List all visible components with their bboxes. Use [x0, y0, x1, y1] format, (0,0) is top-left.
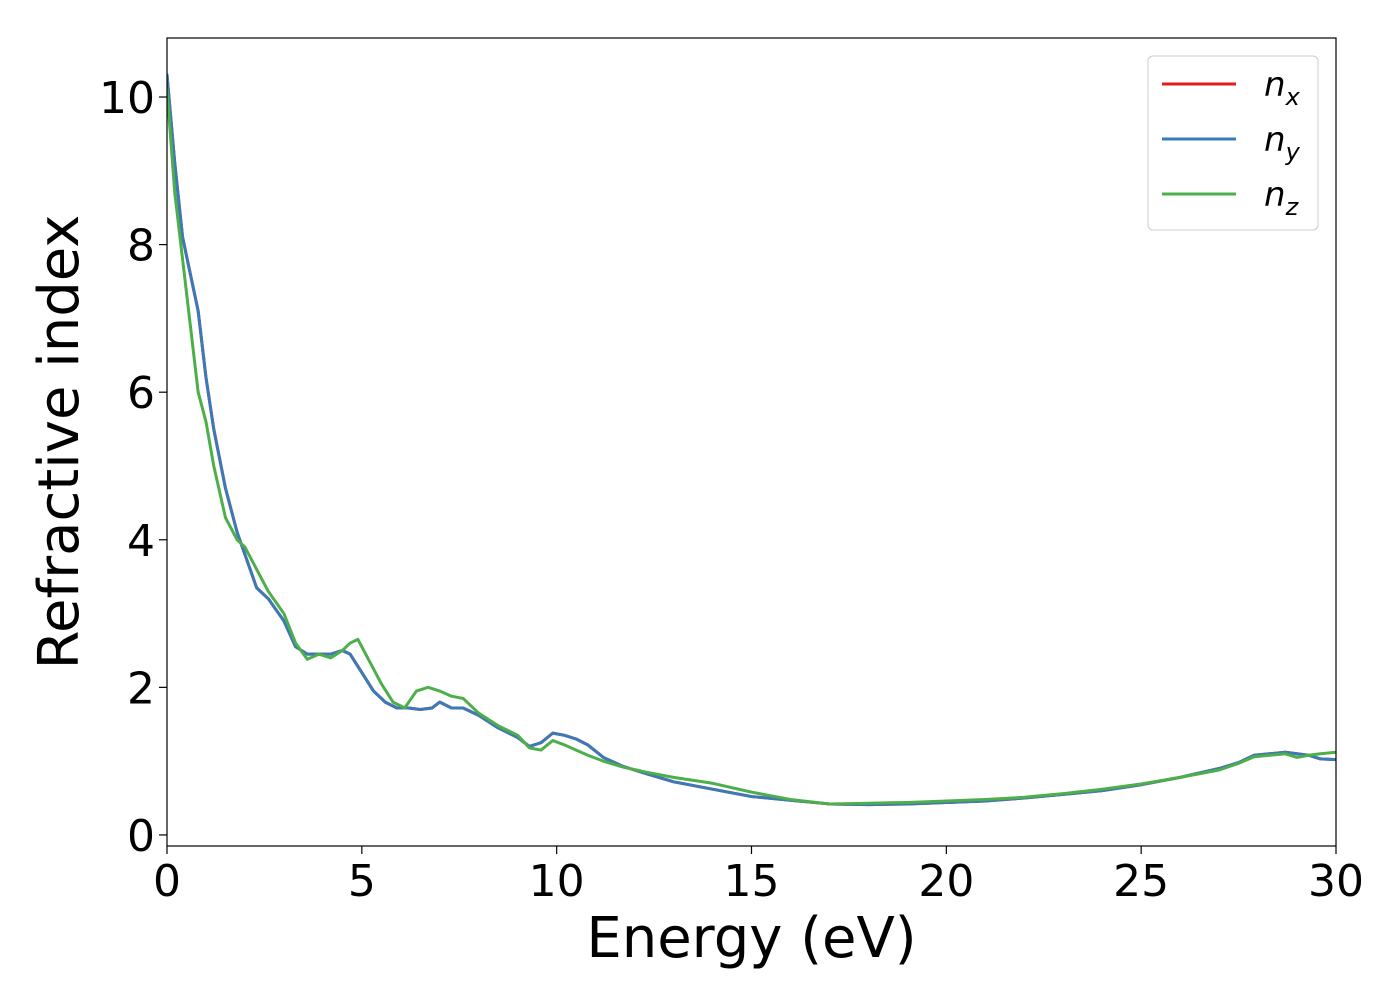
series-layer [167, 73, 1336, 807]
x-tick-label: 15 [724, 856, 780, 907]
y-tick-label: 8 [127, 221, 155, 272]
x-tick-label: 25 [1113, 856, 1169, 907]
x-tick-label: 30 [1308, 856, 1364, 907]
y-axis-title: Refractive index [27, 215, 92, 670]
x-axis-title: Energy (eV) [586, 906, 916, 971]
y-tick-label: 2 [127, 663, 155, 714]
x-tick-label: 5 [348, 856, 376, 907]
legend-label: nz [1264, 175, 1300, 221]
series-line-n-z [167, 88, 1336, 806]
y-tick-label: 4 [127, 516, 155, 567]
legend-entry-n-y: ny [1162, 120, 1301, 166]
legend-entry-n-x: nx [1162, 65, 1301, 111]
x-tick-label: 0 [153, 856, 181, 907]
legend-box [1147, 55, 1319, 231]
x-axis-ticks: 0 5 10 15 20 25 30 [153, 846, 1364, 907]
legend-label: ny [1264, 120, 1301, 166]
y-tick-label: 6 [127, 368, 155, 419]
legend-label: nx [1264, 65, 1301, 111]
y-tick-label: 10 [99, 73, 155, 124]
x-tick-label: 20 [918, 856, 974, 907]
y-tick-label: 0 [127, 811, 155, 862]
legend: nx ny nz [1147, 55, 1319, 231]
y-axis-ticks: 0 2 4 6 8 10 [99, 73, 167, 862]
x-tick-label: 10 [529, 856, 585, 907]
legend-entry-n-z: nz [1162, 175, 1300, 221]
